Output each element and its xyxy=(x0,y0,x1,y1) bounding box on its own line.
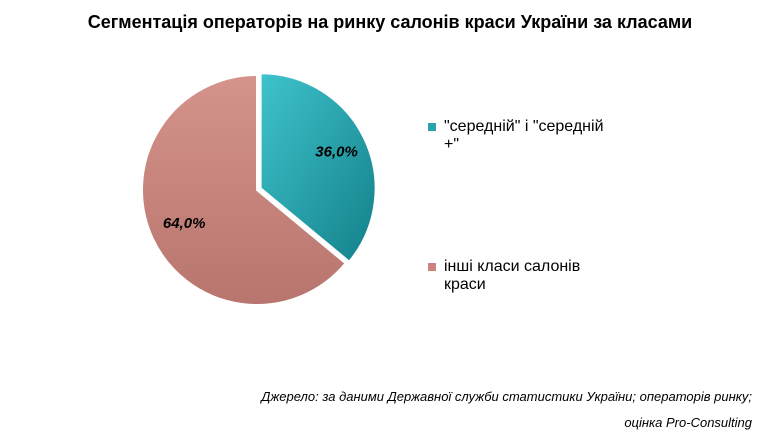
legend-label-middle-class-line1: "середній" і "середній xyxy=(444,118,604,135)
legend-swatch-middle-class xyxy=(428,123,436,131)
legend-label-other-classes-line2: краси xyxy=(444,276,486,293)
legend-swatch-other-classes xyxy=(428,263,436,271)
pie-label-other-classes: 64,0% xyxy=(163,215,206,232)
source-line-2: оцінка Pro-Consulting xyxy=(624,415,752,430)
legend-item-middle-class: "середній" і "середній +" xyxy=(428,118,638,154)
pie-label-middle-class: 36,0% xyxy=(315,144,358,161)
pie-slice-middle-class xyxy=(259,72,377,264)
legend-label-other-classes-line1: інші класи салонів xyxy=(444,258,581,275)
legend: "середній" і "середній +" інші класи сал… xyxy=(428,118,638,294)
chart-title: Сегментація операторів на ринку салонів … xyxy=(87,12,693,32)
source-note: Джерело: за даними Державної служби стат… xyxy=(261,384,752,436)
legend-label-middle-class-line2: +" xyxy=(444,136,460,153)
pie-slice-other-classes xyxy=(141,73,348,306)
legend-item-other-classes: інші класи салонів краси xyxy=(428,258,638,294)
source-line-1: Джерело: за даними Державної служби стат… xyxy=(261,389,752,404)
